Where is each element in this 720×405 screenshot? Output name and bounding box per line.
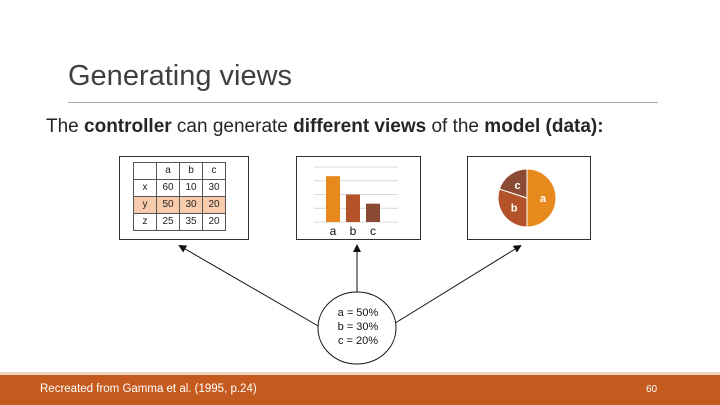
slide-title: Generating views bbox=[68, 60, 293, 92]
table-row-y-highlighted: y 50 30 20 bbox=[133, 196, 226, 214]
table-header-c: c bbox=[202, 162, 226, 180]
table-cell: 35 bbox=[179, 213, 203, 231]
footer-accent-line bbox=[0, 372, 720, 375]
table-cell: 20 bbox=[202, 213, 226, 231]
model-line-b: b = 30% bbox=[337, 321, 379, 333]
pie-chart-view bbox=[467, 156, 591, 240]
subtitle-text-1: The bbox=[46, 116, 85, 137]
subtitle-bold-controller: controller bbox=[84, 116, 172, 137]
table-cell: 30 bbox=[202, 179, 226, 197]
table-header-row: a b c bbox=[133, 162, 226, 180]
table-corner-cell bbox=[133, 162, 157, 180]
table-header-b: b bbox=[179, 162, 203, 180]
page-number: 60 bbox=[646, 384, 658, 395]
table-view: a b c x 60 10 30 y 50 30 20 z 25 35 20 bbox=[119, 156, 249, 240]
table-cell: 30 bbox=[179, 196, 203, 214]
subtitle-text-2: can generate bbox=[171, 116, 294, 137]
table-row-x: x 60 10 30 bbox=[133, 179, 226, 197]
data-table: a b c x 60 10 30 y 50 30 20 z 25 35 20 bbox=[133, 162, 226, 231]
table-header-a: a bbox=[156, 162, 180, 180]
table-cell: 50 bbox=[156, 196, 180, 214]
bar-chart-view bbox=[296, 156, 421, 240]
table-cell: 60 bbox=[156, 179, 180, 197]
title-divider bbox=[68, 102, 658, 103]
arrow-to-table bbox=[178, 244, 333, 335]
subtitle-bold-model: model (data): bbox=[484, 116, 604, 137]
subtitle-text-3: of the bbox=[426, 116, 485, 137]
arrow-to-pie-chart bbox=[383, 244, 522, 331]
table-cell: 10 bbox=[179, 179, 203, 197]
row-label: x bbox=[133, 179, 157, 197]
model-line-a: a = 50% bbox=[337, 307, 379, 319]
table-cell: 25 bbox=[156, 213, 180, 231]
row-label: z bbox=[133, 213, 157, 231]
table-cell: 20 bbox=[202, 196, 226, 214]
row-label: y bbox=[133, 196, 157, 214]
table-row-z: z 25 35 20 bbox=[133, 213, 226, 231]
footer-bar bbox=[0, 375, 720, 405]
subtitle-bold-views: different views bbox=[293, 116, 427, 137]
slide-subtitle: The controller can generate different vi… bbox=[46, 116, 604, 138]
footer-citation: Recreated from Gamma et al. (1995, p.24) bbox=[40, 383, 257, 395]
model-line-c: c = 20% bbox=[337, 335, 379, 347]
